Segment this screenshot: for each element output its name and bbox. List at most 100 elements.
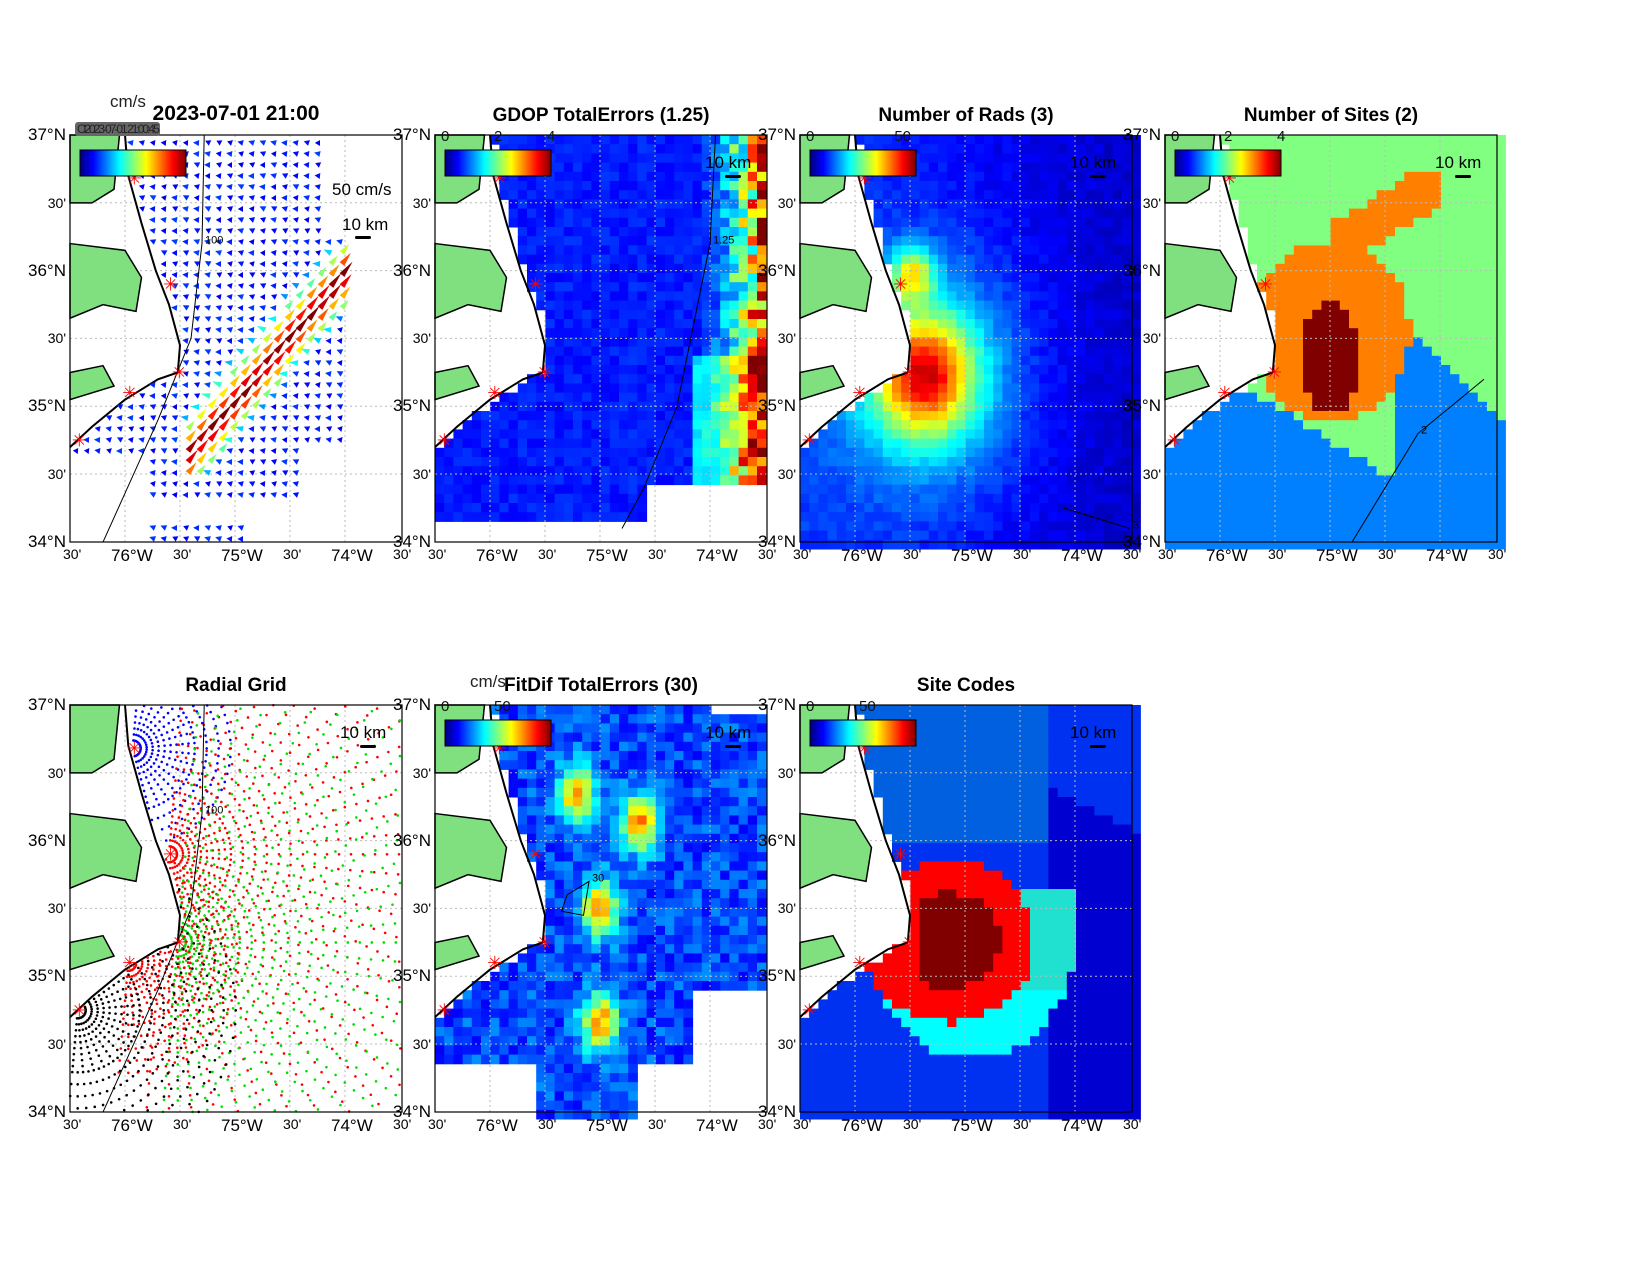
heatmap-cell: [1293, 236, 1304, 246]
heatmap-cell: [701, 466, 712, 476]
heatmap-cell: [536, 411, 546, 421]
heatmap-cell: [873, 438, 884, 449]
heatmap-cell: [554, 392, 565, 403]
heatmap-cell: [619, 162, 629, 173]
heatmap-cell: [938, 365, 948, 375]
heatmap-cell: [901, 530, 911, 541]
heatmap-cell: [938, 319, 948, 329]
heatmap-cell: [965, 475, 976, 486]
heatmap-cell: [1293, 263, 1304, 274]
current-vector: [259, 283, 267, 289]
radial-grid-point: [171, 728, 174, 732]
current-vector: [148, 217, 156, 223]
heatmap-cell: [628, 291, 638, 302]
heatmap-cell: [882, 144, 893, 154]
heatmap-cell: [1376, 383, 1387, 394]
heatmap-cell: [1057, 503, 1068, 513]
heatmap-cell: [444, 438, 454, 449]
heatmap-cell: [1238, 411, 1249, 421]
heatmap-cell: [965, 208, 976, 219]
heatmap-cell: [974, 457, 985, 467]
heatmap-cell: [646, 346, 657, 357]
heatmap-cell: [1066, 254, 1077, 265]
heatmap-cell: [1468, 300, 1479, 311]
heatmap-cell: [1284, 512, 1295, 522]
radial-grid-point: [169, 833, 173, 836]
heatmap-cell: [563, 328, 574, 338]
heatmap-cell: [591, 355, 602, 366]
contour-label: 1.25: [713, 235, 734, 247]
contour-label: 2: [1421, 425, 1427, 437]
heatmap-cell: [1496, 466, 1506, 476]
heatmap-cell: [956, 411, 967, 421]
heatmap-cell: [956, 282, 967, 292]
radial-grid-point: [193, 741, 196, 745]
heatmap-cell: [1487, 530, 1497, 541]
heatmap-cell: [1020, 466, 1031, 476]
heatmap-cell: [1211, 539, 1221, 550]
heatmap-cell: [1247, 135, 1258, 145]
heatmap-cell: [1076, 503, 1086, 513]
heatmap-cell: [965, 337, 976, 348]
current-vector: [248, 151, 255, 157]
heatmap-cell: [956, 300, 967, 311]
radial-grid-point: [182, 770, 185, 774]
heatmap-cell: [938, 135, 948, 145]
heatmap-cell: [1468, 245, 1479, 256]
heatmap-cell: [1468, 457, 1479, 467]
heatmap-cell: [910, 181, 921, 191]
heatmap-cell: [692, 181, 703, 191]
heatmap-cell: [1330, 309, 1341, 320]
heatmap-cell: [1284, 273, 1295, 283]
heatmap-cell: [1431, 466, 1442, 476]
heatmap-cell: [1011, 254, 1022, 265]
heatmap-cell: [646, 475, 657, 486]
heatmap-cell: [701, 300, 712, 311]
heatmap-cell: [619, 420, 629, 430]
land-mass: [1164, 364, 1211, 401]
heatmap-cell: [1266, 392, 1276, 403]
heatmap-cell: [974, 282, 985, 292]
current-vector: [215, 184, 223, 190]
lat-tick-label: 30': [1142, 466, 1161, 482]
heatmap-cell: [1238, 392, 1249, 403]
current-vector: [246, 337, 256, 344]
heatmap-cell: [1122, 208, 1132, 219]
heatmap-cell: [1030, 466, 1040, 476]
heatmap-cell: [1238, 190, 1249, 200]
heatmap-cell: [1477, 181, 1488, 191]
heatmap-cell: [720, 254, 730, 265]
current-vector: [237, 525, 245, 531]
heatmap-cell: [738, 181, 749, 191]
heatmap-cell: [1076, 254, 1086, 265]
heatmap-cell: [683, 429, 694, 440]
heatmap-cell: [947, 236, 957, 246]
heatmap-cell: [1238, 420, 1249, 430]
heatmap-cell: [1284, 493, 1295, 504]
heatmap-cell: [1459, 365, 1470, 375]
current-vector: [295, 298, 306, 310]
heatmap-cell: [527, 181, 537, 191]
radial-grid-point: [176, 725, 180, 729]
heatmap-cell: [692, 319, 703, 329]
heatmap-cell: [1468, 291, 1479, 302]
heatmap-cell: [873, 411, 884, 421]
heatmap-cell: [683, 162, 694, 173]
heatmap-cell: [729, 383, 740, 394]
heatmap-cell: [1266, 144, 1276, 154]
heatmap-cell: [1112, 328, 1123, 338]
heatmap-cell: [591, 466, 602, 476]
current-vector: [314, 184, 321, 190]
heatmap-cell: [738, 236, 749, 246]
heatmap-cell: [928, 493, 939, 504]
heatmap-cell: [1468, 162, 1479, 173]
current-vector: [193, 371, 200, 377]
heatmap-cell: [1487, 181, 1497, 191]
current-vector: [295, 289, 305, 299]
heatmap-cell: [711, 346, 721, 357]
current-vector: [229, 420, 239, 431]
heatmap-cell: [1431, 190, 1442, 200]
heatmap-cell: [582, 447, 592, 458]
current-vector: [192, 283, 200, 289]
heatmap-cell: [1303, 319, 1313, 329]
